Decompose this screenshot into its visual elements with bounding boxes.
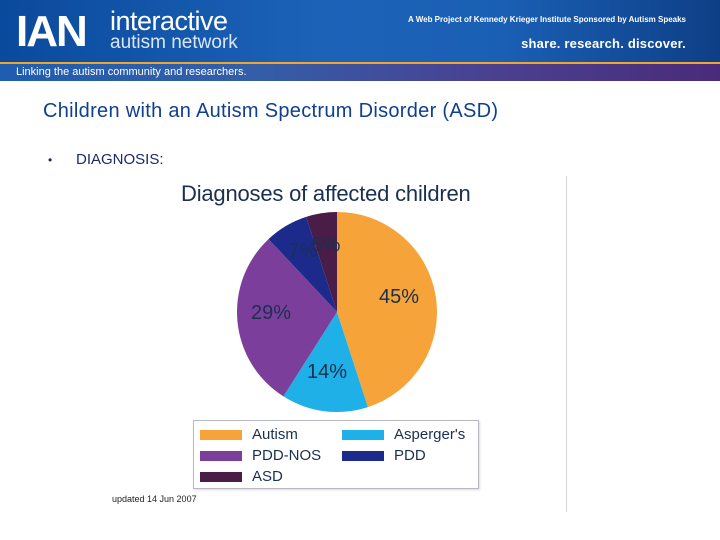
chart-legend: Autism Asperger's PDD-NOS PDD ASD [193,420,479,489]
updated-date: updated 14 Jun 2007 [112,494,197,504]
pie-label-asd: 5% [312,234,341,256]
legend-label-autism: Autism [252,426,298,443]
pie-label-asperger-s: 14% [307,361,347,383]
legend-item-autism: Autism [200,426,298,443]
legend-label-aspergers: Asperger's [394,426,466,443]
sponsor-text: A Web Project of Kennedy Krieger Institu… [408,15,686,24]
legend-item-asd: ASD [200,468,283,485]
legend-swatch-pdd [342,450,384,461]
pie-label-autism: 45% [379,286,419,308]
brand-name-line1: interactive [110,6,228,36]
pie-label-pdd: 7% [289,240,318,262]
legend-item-aspergers: Asperger's [342,426,465,443]
bullet-marker: • [48,153,53,167]
pie-slice-asd [306,212,337,312]
legend-swatch-asd [200,471,242,482]
ian-logo[interactable]: IAN [16,7,88,56]
site-tagline: share. research. discover. [521,36,686,51]
divider-line [566,176,567,512]
site-header: IAN interactive autism network A Web Pro… [0,0,720,62]
header-band [0,62,720,81]
legend-swatch-pdd-nos [200,450,242,461]
slide-title: Children with an Autism Spectrum Disorde… [43,100,499,122]
pie-slice-asperger-s [283,312,368,412]
legend-label-pdd-nos: PDD-NOS [252,447,322,464]
legend-swatch-aspergers [342,429,384,440]
pie-slice-autism [337,212,437,408]
pie-slice-pdd [268,216,337,312]
legend-item-pdd: PDD [342,447,426,464]
pie-slice-pdd-nos [237,239,337,397]
legend-item-pdd-nos: PDD-NOS [200,447,321,464]
header-band-accent [0,62,720,64]
legend-label-asd: ASD [252,468,283,485]
legend-swatch-autism [200,429,242,440]
diagnosis-heading: DIAGNOSIS: [76,151,164,168]
band-tagline: Linking the autism community and researc… [16,66,247,78]
chart-title: Diagnoses of affected children [181,181,471,206]
brand-name-line2: autism network [110,32,238,53]
legend-label-pdd: PDD [394,447,426,464]
pie-label-pdd-nos: 29% [251,302,291,324]
